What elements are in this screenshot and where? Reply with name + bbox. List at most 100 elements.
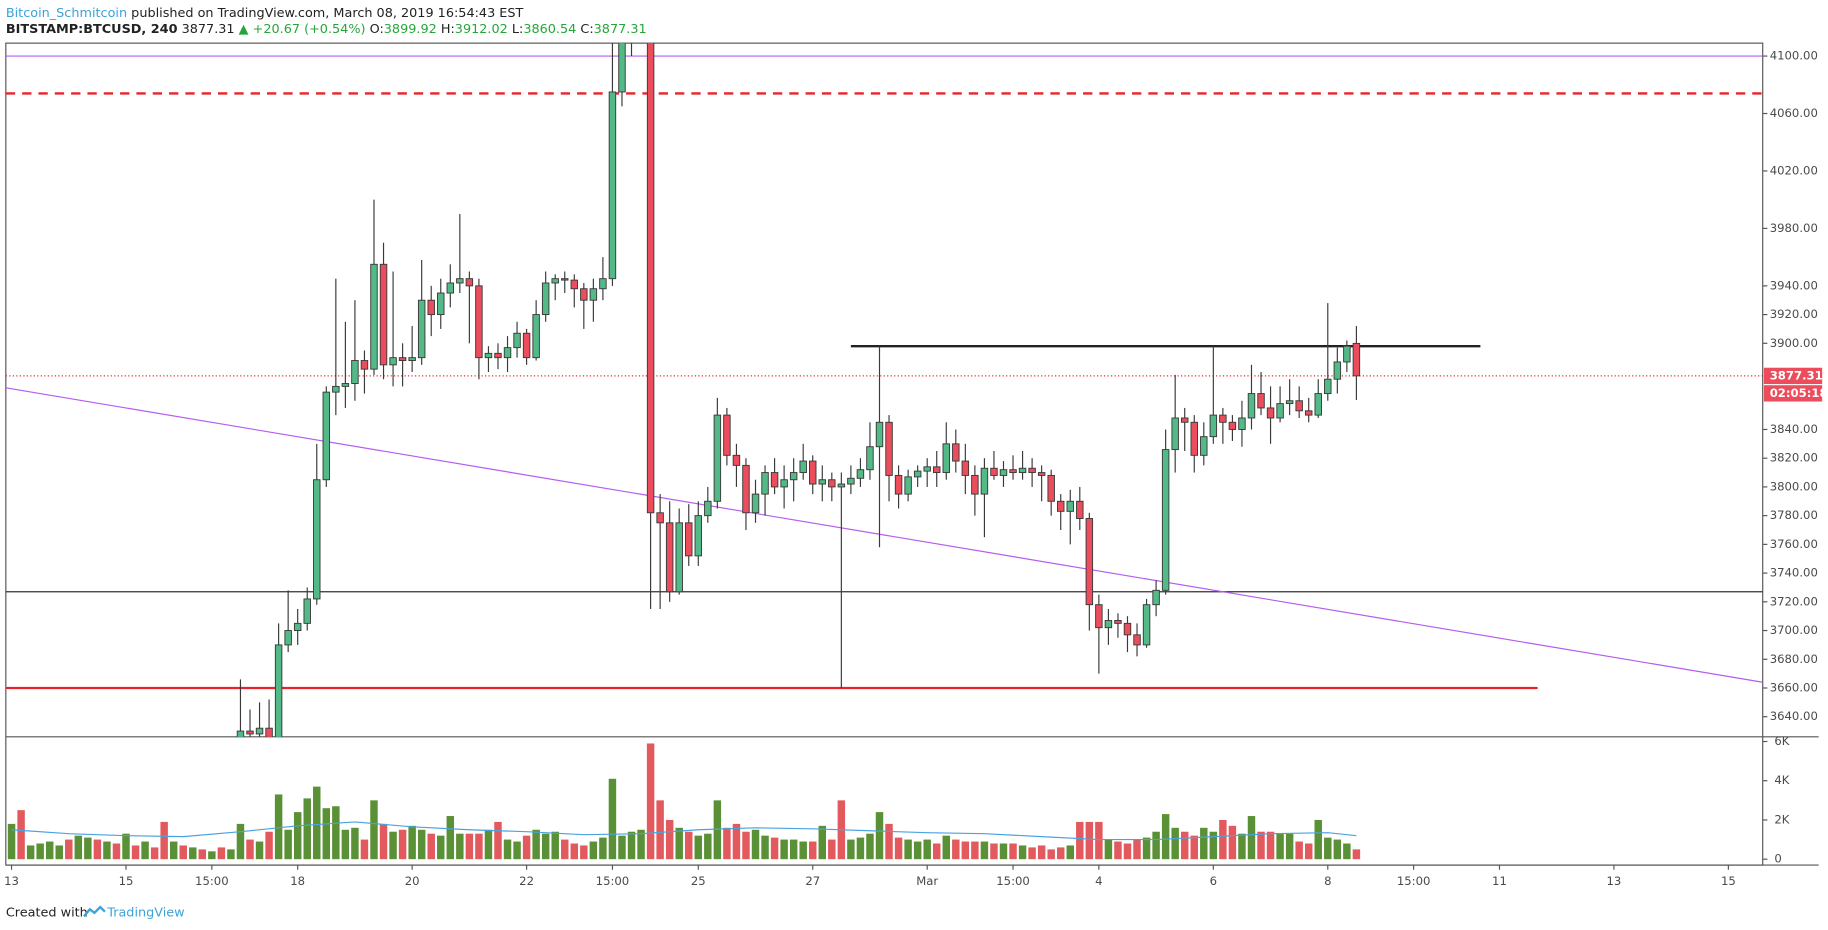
candle-body	[923, 466, 931, 472]
volume-bar	[952, 839, 960, 860]
volume-bar	[1257, 831, 1265, 860]
x-tick-label: 13	[4, 874, 19, 888]
volume-bar	[379, 823, 388, 860]
y-tick-label: 3980.00	[1770, 221, 1818, 235]
ohlc-label: H:	[441, 22, 455, 37]
volume-bar	[45, 841, 54, 860]
volume-bar	[780, 839, 788, 860]
candle-body	[1171, 417, 1179, 451]
candle-body	[818, 479, 827, 485]
y-tick-label: 3680.00	[1770, 652, 1818, 666]
price-tag-label: 3877.31	[1770, 368, 1823, 382]
candle-body	[799, 460, 807, 474]
volume-bar	[561, 839, 569, 860]
x-tick-label: 15	[1721, 874, 1736, 888]
candle-body	[780, 479, 788, 488]
y-tick-label: 3800.00	[1770, 479, 1818, 493]
volume-bar	[227, 849, 235, 860]
volume-bar	[675, 827, 683, 860]
volume-bar	[770, 837, 779, 860]
volume-bar	[570, 843, 579, 860]
x-tick-label: 25	[691, 874, 706, 888]
volume-bar	[980, 841, 989, 860]
candle-body	[675, 522, 683, 593]
volume-bar	[1028, 847, 1036, 860]
volume-bar	[818, 825, 827, 860]
candle-body	[847, 477, 855, 485]
volume-bar	[637, 829, 645, 860]
candle-body	[370, 263, 378, 370]
volume-bar	[208, 851, 216, 860]
volume-bar	[580, 845, 588, 860]
candle-body	[704, 500, 712, 517]
candle-body	[961, 460, 970, 476]
footer-brand[interactable]: TradingView	[106, 905, 184, 920]
volume-bar	[1142, 837, 1151, 860]
candle-body	[551, 278, 559, 284]
candle-body	[618, 43, 626, 93]
volume-bar	[513, 841, 521, 860]
candle-body	[313, 479, 321, 600]
x-tick-label: 18	[290, 874, 305, 888]
volume-bar	[389, 831, 397, 860]
change: ▲ +20.67 (+0.54%)	[239, 22, 366, 37]
candle-body	[952, 443, 960, 462]
volume-bar	[627, 831, 636, 860]
y-tick-label: 4020.00	[1770, 163, 1818, 177]
candle-body	[932, 466, 941, 474]
candle-body	[1295, 400, 1303, 412]
volume-bar	[1247, 816, 1256, 860]
candle-body	[942, 443, 950, 474]
candle-body	[971, 474, 979, 495]
volume-bar	[589, 841, 598, 860]
volume-ma	[11, 821, 1357, 841]
volume-bar	[1180, 831, 1189, 860]
candle-body	[980, 467, 989, 495]
volume-bar	[618, 835, 626, 860]
candle-body	[360, 360, 369, 370]
y-tick-label: 4060.00	[1770, 106, 1818, 120]
volume-bar	[1056, 847, 1065, 860]
candle-body	[1200, 436, 1208, 456]
candle-body	[1104, 620, 1113, 629]
volume-bar	[1171, 827, 1179, 860]
candle-body	[236, 730, 245, 737]
x-tick-label: 15:00	[996, 874, 1030, 888]
candle-body	[599, 278, 607, 290]
volume-bar	[1123, 843, 1132, 860]
candle-body	[1247, 393, 1256, 419]
candle-body	[885, 421, 893, 476]
candle-body	[1085, 518, 1094, 606]
volume-bar	[246, 839, 254, 860]
volume-bar	[131, 845, 140, 860]
volume-bar	[541, 833, 550, 860]
volume-bar	[1200, 827, 1208, 860]
volume-bar	[656, 800, 664, 860]
candle-body	[732, 454, 741, 466]
volume-bar	[751, 829, 760, 860]
x-tick-label: 15:00	[596, 874, 630, 888]
volume-tick-label: 6K	[1774, 734, 1789, 748]
volume-bar	[599, 837, 607, 860]
volume-bar	[761, 835, 769, 860]
candle-body	[437, 292, 445, 316]
candle-body	[246, 730, 254, 735]
plot-frame	[5, 42, 1764, 866]
volume-bar	[1285, 833, 1294, 860]
candle-body	[541, 282, 550, 316]
candle-body	[1238, 417, 1246, 430]
candle-body	[1028, 467, 1036, 474]
y-tick-label: 3840.00	[1770, 422, 1818, 436]
volume-bar	[942, 835, 950, 860]
candle-body	[513, 332, 521, 349]
volume-bar	[417, 829, 426, 860]
candle-body	[646, 43, 655, 514]
volume-bar	[665, 819, 674, 860]
candle-body	[1009, 469, 1017, 474]
candle-body	[494, 352, 502, 359]
volume-bar	[398, 829, 407, 860]
volume-bar	[1114, 841, 1122, 860]
author[interactable]: Bitcoin_Schmitcoin	[6, 5, 127, 20]
volume-bar	[971, 841, 979, 860]
volume-bar	[1095, 821, 1103, 860]
